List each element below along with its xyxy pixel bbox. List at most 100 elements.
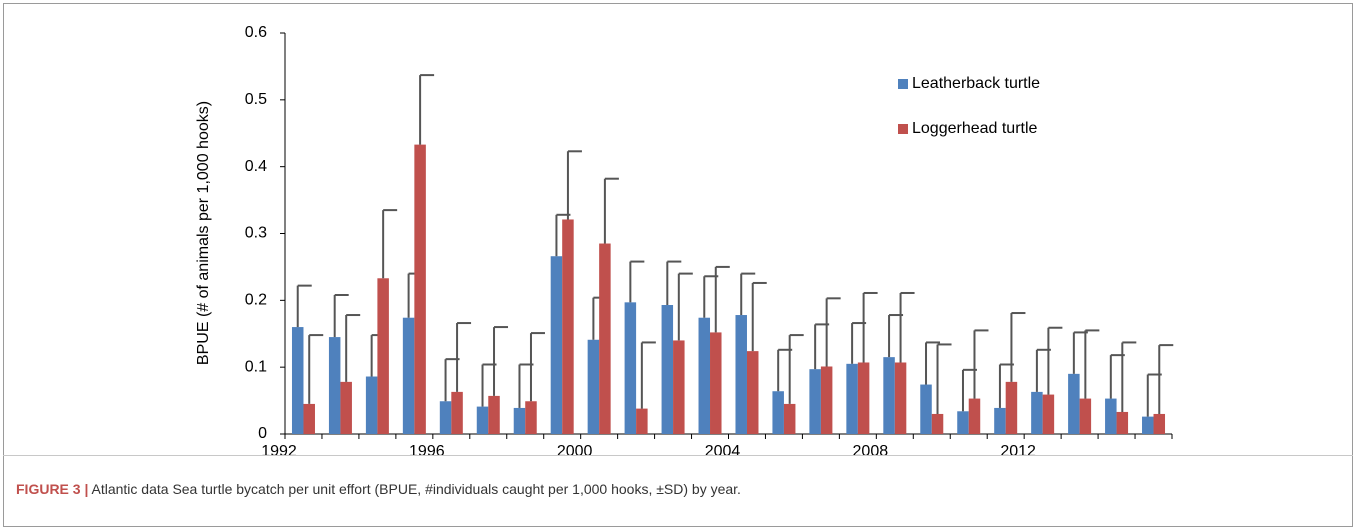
bar [931, 413, 944, 434]
bar [562, 219, 574, 434]
y-tick-label: 0 [258, 425, 267, 442]
error-bar [1010, 312, 1026, 382]
bar [451, 391, 463, 434]
bar [968, 398, 981, 434]
error-bar [1121, 341, 1137, 412]
y-tick-label: 0.1 [245, 358, 267, 375]
bar [636, 408, 648, 434]
x-tick-label: 2004 [705, 443, 741, 455]
y-tick-label: 0.2 [245, 292, 267, 309]
y-tick-label: 0.6 [245, 24, 267, 41]
bar [820, 366, 833, 434]
error-bar [382, 209, 398, 279]
bar [550, 256, 563, 434]
bar [525, 401, 537, 434]
bar [1105, 398, 1117, 434]
error-bar [603, 177, 619, 244]
bar [624, 302, 637, 434]
error-bar [308, 334, 324, 404]
legend-swatch [898, 79, 908, 89]
error-bar [740, 272, 756, 316]
legend-label: Loggerhead turtle [912, 120, 1038, 137]
bar [1153, 413, 1166, 434]
bar [783, 403, 796, 434]
caption-text: Atlantic data Sea turtle bycatch per uni… [91, 481, 741, 497]
bar [661, 305, 674, 434]
x-tick-label: 2000 [557, 443, 593, 455]
bar [710, 332, 722, 434]
x-tick-label: 1992 [261, 443, 297, 455]
bar [1068, 373, 1080, 434]
error-bar [1158, 344, 1174, 414]
bar [894, 362, 907, 434]
bar [1031, 391, 1043, 434]
caption: FIGURE 3 | Atlantic data Sea turtle byca… [16, 481, 741, 497]
error-bar [345, 314, 361, 382]
bar [1116, 411, 1129, 434]
error-bar [419, 74, 435, 145]
error-bar [936, 343, 952, 414]
error-bar [925, 341, 941, 385]
error-bar [751, 281, 767, 352]
bar [291, 327, 304, 434]
chart: BPUE (# of animals per 1,000 hooks) 0 0.1… [195, 24, 1174, 455]
bar [809, 369, 821, 434]
bar [698, 317, 711, 434]
error-bar [456, 322, 472, 392]
error-bar [296, 284, 312, 328]
bar [772, 391, 784, 434]
bar [1142, 416, 1154, 434]
bar [377, 278, 389, 434]
legend-swatch [898, 124, 908, 134]
caption-band [3, 455, 1353, 527]
error-bar [899, 291, 915, 363]
bar [599, 243, 611, 434]
y-axis-label: BPUE (# of animals per 1,000 hooks) [195, 101, 212, 365]
error-bar [1047, 326, 1063, 395]
bar [328, 337, 341, 434]
bar [957, 411, 969, 434]
error-bar [493, 326, 509, 396]
bar [587, 339, 600, 434]
bar [513, 407, 526, 434]
bar [673, 340, 685, 434]
bar [340, 381, 352, 434]
bar [994, 407, 1006, 434]
bar [1042, 394, 1055, 434]
error-bar [333, 293, 349, 338]
bar [746, 351, 759, 434]
error-bar [529, 332, 545, 402]
bar [1079, 398, 1092, 434]
bar [857, 362, 870, 434]
figure-frame [3, 3, 1353, 527]
error-bar [788, 334, 804, 404]
bar [439, 401, 452, 434]
x-tick-label: 2012 [1000, 443, 1036, 455]
bar [488, 395, 500, 434]
error-bar [1084, 329, 1100, 399]
error-bar [666, 260, 682, 306]
bar [476, 406, 489, 434]
bar [402, 317, 415, 434]
bar [414, 144, 426, 434]
bar [365, 376, 378, 434]
bar [303, 403, 315, 434]
x-tick-label: 2008 [853, 443, 889, 455]
error-bar [566, 150, 582, 220]
y-tick-label: 0.3 [245, 225, 267, 242]
bar [883, 357, 895, 434]
x-tick-label: 1996 [409, 443, 445, 455]
error-bar [629, 260, 645, 303]
error-bar [825, 297, 841, 367]
bar [1005, 381, 1018, 434]
error-bar [862, 291, 878, 363]
error-bar [677, 272, 693, 341]
error-bar [973, 329, 989, 399]
bar [846, 363, 858, 434]
caption-label: FIGURE 3 | [16, 481, 89, 497]
legend-label: Leatherback turtle [912, 75, 1040, 92]
error-bar [714, 265, 730, 333]
y-tick-label: 0.4 [245, 158, 267, 175]
bar [735, 315, 747, 434]
bar [920, 384, 932, 434]
